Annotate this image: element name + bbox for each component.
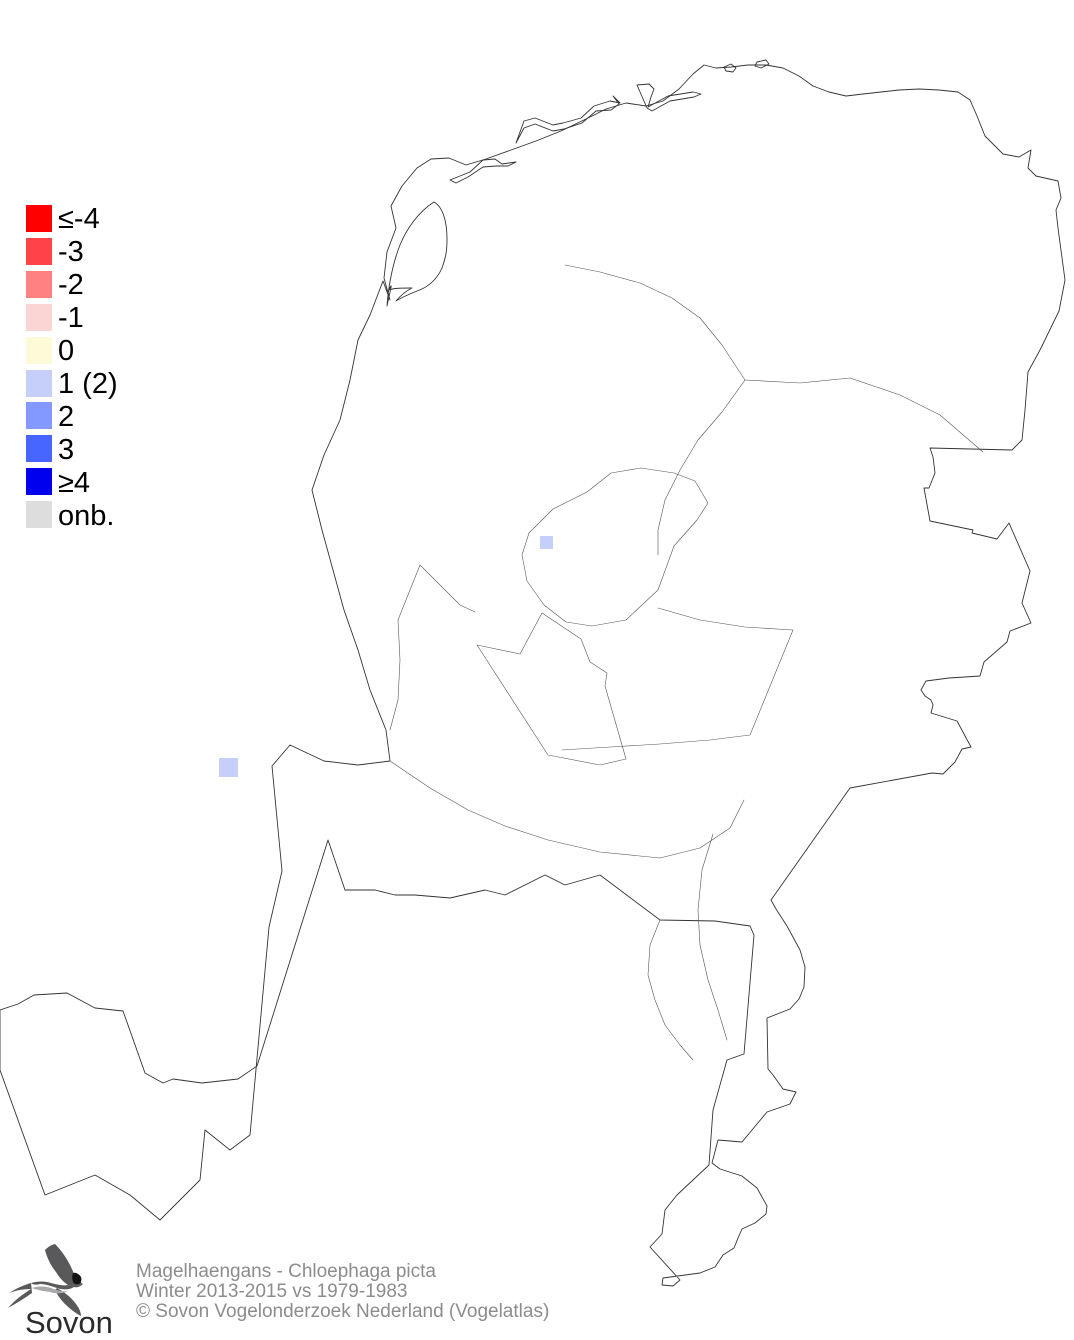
- svg-text:≥4: ≥4: [58, 467, 90, 499]
- svg-text:1 (2): 1 (2): [58, 368, 118, 400]
- svg-text:© Sovon Vogelonderzoek Nederla: © Sovon Vogelonderzoek Nederland (Vogela…: [136, 1301, 549, 1322]
- svg-text:Winter 2013-2015 vs 1979-1983: Winter 2013-2015 vs 1979-1983: [136, 1281, 407, 1302]
- svg-text:-3: -3: [58, 236, 84, 268]
- svg-text:onb.: onb.: [58, 500, 114, 532]
- svg-text:Magelhaengans - Chloephaga pic: Magelhaengans - Chloephaga picta: [136, 1261, 436, 1282]
- svg-text:0: 0: [58, 335, 74, 367]
- svg-text:2: 2: [58, 401, 74, 433]
- svg-text:3: 3: [58, 434, 74, 466]
- svg-text:Sovon: Sovon: [25, 1305, 113, 1340]
- svg-text:≤-4: ≤-4: [58, 203, 100, 235]
- svg-text:-1: -1: [58, 302, 84, 334]
- svg-text:-2: -2: [58, 269, 84, 301]
